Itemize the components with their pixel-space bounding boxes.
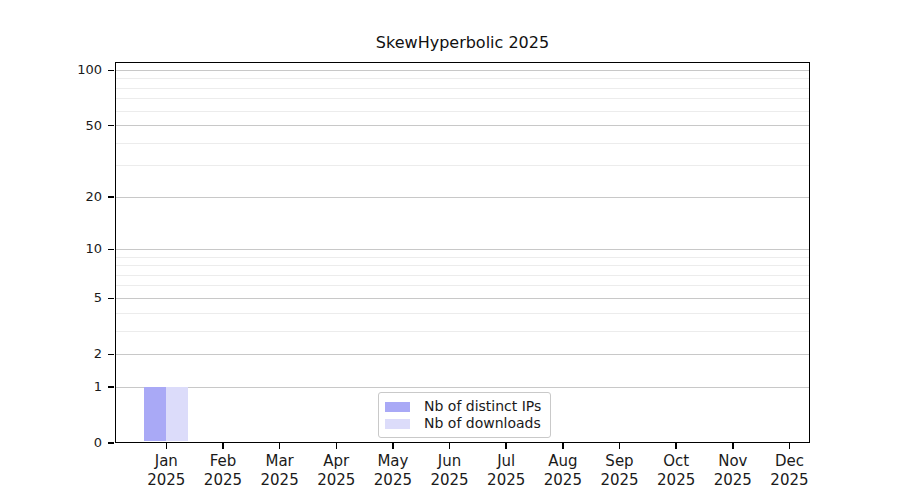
x-tick-label: Mar2025 [248,452,312,490]
y-axis-tick [108,354,114,356]
x-axis-tick [279,443,281,449]
x-axis-tick [505,443,507,449]
minor-gridline [116,275,809,276]
x-tick-label-year: 2025 [531,471,595,490]
minor-gridline [116,143,809,144]
x-tick-label-year: 2025 [191,471,255,490]
x-axis-tick [789,443,791,449]
x-tick-label-year: 2025 [644,471,708,490]
x-tick-label-year: 2025 [361,471,425,490]
minor-gridline [116,313,809,314]
y-axis-tick [108,125,114,127]
x-axis-tick [449,443,451,449]
x-axis-tick [336,443,338,449]
x-tick-label-month: Mar [248,452,312,471]
x-tick-label-year: 2025 [701,471,765,490]
bar-distinct-ips-jan [144,387,166,441]
y-axis-tick [108,196,114,198]
y-axis-tick [108,70,114,72]
x-tick-label-month: Jul [474,452,538,471]
x-tick-label-month: Sep [588,452,652,471]
x-tick-label-year: 2025 [588,471,652,490]
x-tick-label: Oct2025 [644,452,708,490]
legend: Nb of distinct IPs Nb of downloads [378,392,551,438]
y-axis-tick [108,298,114,300]
y-tick-label: 1 [60,379,102,395]
chart-title: SkewHyperbolic 2025 [115,33,810,52]
x-tick-label: Dec2025 [757,452,821,490]
y-tick-label: 0 [60,435,102,451]
plot-area [115,62,810,443]
major-gridline [116,387,809,388]
x-tick-label: Jun2025 [418,452,482,490]
y-axis-tick [108,442,114,444]
major-gridline [116,70,809,71]
x-tick-label: Jan2025 [134,452,198,490]
x-tick-label: Nov2025 [701,452,765,490]
legend-swatch-downloads [385,419,410,429]
x-tick-label-month: Jun [418,452,482,471]
major-gridline [116,298,809,299]
minor-gridline [116,98,809,99]
x-tick-label-year: 2025 [474,471,538,490]
x-tick-label-month: Nov [701,452,765,471]
x-axis-tick [732,443,734,449]
y-tick-label: 100 [60,62,102,78]
y-axis-tick [108,386,114,388]
x-tick-label-year: 2025 [757,471,821,490]
legend-swatch-distinct-ips [385,402,410,412]
x-tick-label-month: Apr [304,452,368,471]
x-tick-label-year: 2025 [304,471,368,490]
x-tick-label-month: Feb [191,452,255,471]
minor-gridline [116,257,809,258]
x-tick-label: Feb2025 [191,452,255,490]
x-tick-label-month: May [361,452,425,471]
y-tick-label: 20 [60,189,102,205]
chart-figure: SkewHyperbolic 2025 0125102050100Jan2025… [0,0,900,500]
major-gridline [116,125,809,126]
x-tick-label-month: Aug [531,452,595,471]
x-tick-label: May2025 [361,452,425,490]
major-gridline [116,197,809,198]
y-tick-label: 5 [60,290,102,306]
y-tick-label: 10 [60,241,102,257]
x-tick-label: Apr2025 [304,452,368,490]
x-tick-label-year: 2025 [418,471,482,490]
y-tick-label: 50 [60,118,102,134]
minor-gridline [116,285,809,286]
x-tick-label-year: 2025 [248,471,312,490]
x-tick-label-month: Dec [757,452,821,471]
x-axis-tick [619,443,621,449]
legend-item-distinct-ips: Nb of distinct IPs [385,398,541,415]
minor-gridline [116,78,809,79]
x-tick-label: Sep2025 [588,452,652,490]
major-gridline [116,354,809,355]
x-axis-tick [222,443,224,449]
x-tick-label-year: 2025 [134,471,198,490]
minor-gridline [116,165,809,166]
minor-gridline [116,265,809,266]
legend-label-distinct-ips: Nb of distinct IPs [424,398,541,415]
x-axis-tick [392,443,394,449]
x-tick-label-month: Oct [644,452,708,471]
legend-label-downloads: Nb of downloads [424,415,541,432]
x-tick-label: Aug2025 [531,452,595,490]
x-axis-tick [675,443,677,449]
minor-gridline [116,331,809,332]
major-gridline [116,249,809,250]
x-axis-tick [166,443,168,449]
minor-gridline [116,88,809,89]
minor-gridline [116,111,809,112]
y-tick-label: 2 [60,346,102,362]
y-axis-tick [108,249,114,251]
legend-item-downloads: Nb of downloads [385,415,541,432]
bar-downloads-jan [166,387,188,441]
x-tick-label: Jul2025 [474,452,538,490]
x-tick-label-month: Jan [134,452,198,471]
x-axis-tick [562,443,564,449]
